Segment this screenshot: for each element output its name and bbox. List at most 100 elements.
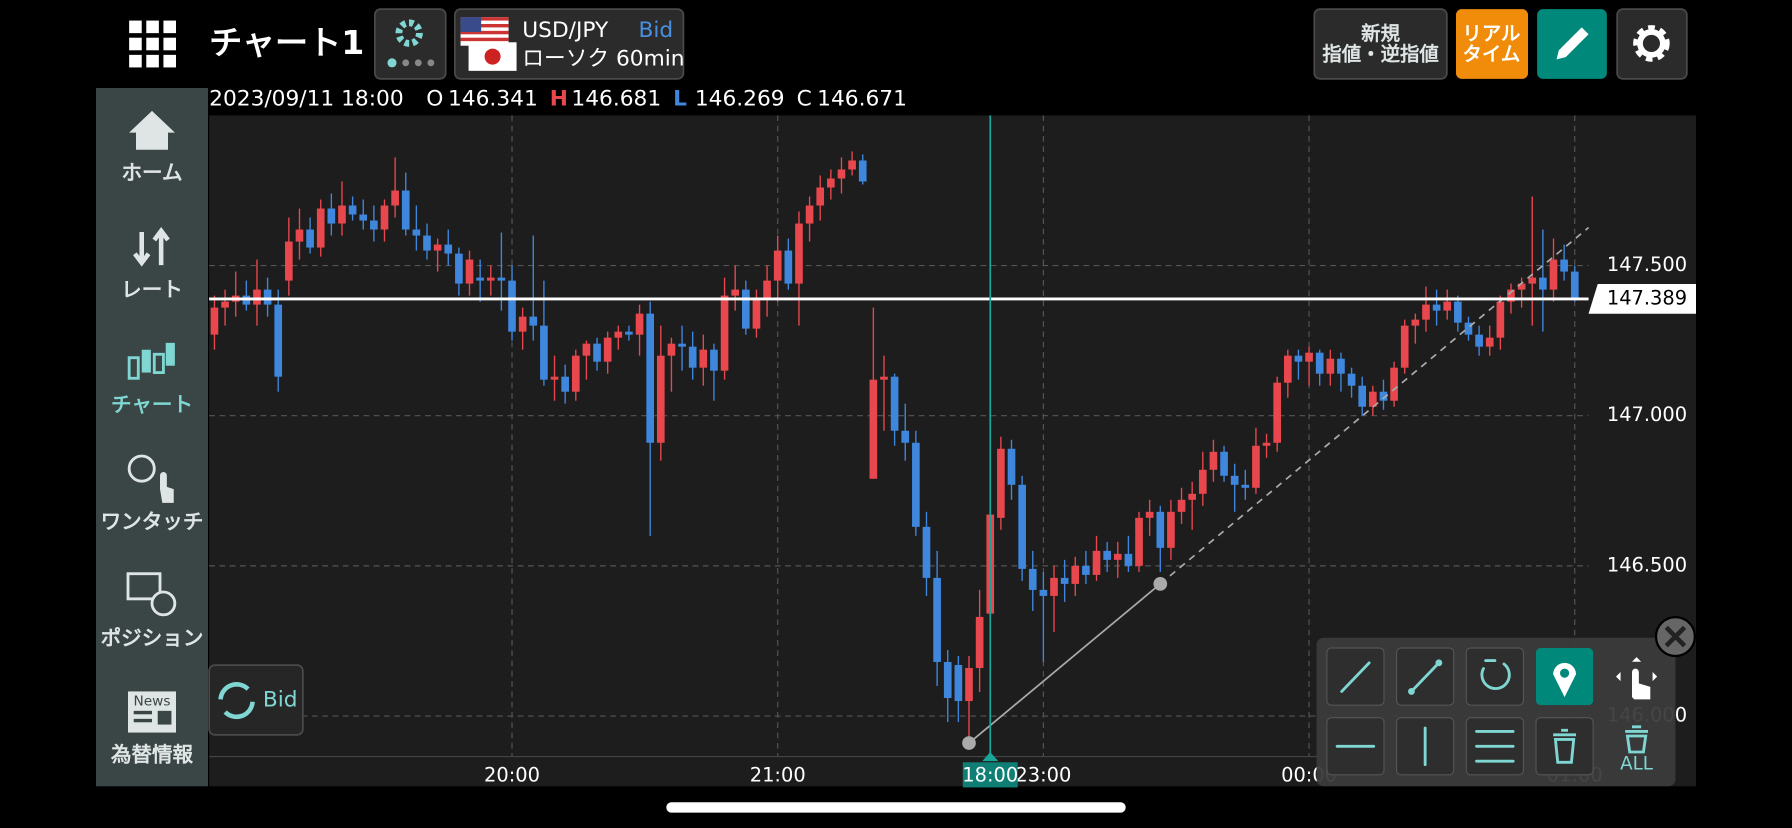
candle-body xyxy=(1379,391,1388,401)
candle-body xyxy=(1262,442,1271,446)
candle-body xyxy=(1273,382,1282,443)
tool-vertical[interactable] xyxy=(1396,717,1455,776)
candle-body xyxy=(1358,385,1367,407)
candle-body xyxy=(1528,277,1537,284)
menu-button[interactable] xyxy=(129,20,176,68)
candle-body xyxy=(348,205,357,215)
candle-body xyxy=(391,190,399,206)
nav-one-touch[interactable]: ワンタッチ xyxy=(101,454,204,533)
candle-body xyxy=(508,280,516,332)
x-tick-label: 21:00 xyxy=(750,764,806,787)
sidebar xyxy=(96,88,208,787)
x-tick-label: 20:00 xyxy=(484,764,540,787)
candle-body xyxy=(741,289,750,329)
draw-button[interactable] xyxy=(1537,9,1607,79)
bid-ask-toggle[interactable]: Bid xyxy=(208,664,304,736)
close-value: 146.671 xyxy=(817,86,907,111)
candle-body xyxy=(943,661,952,699)
candle-body xyxy=(837,169,846,179)
candle-body xyxy=(1209,451,1218,470)
candle-body xyxy=(1103,550,1111,560)
candle-body xyxy=(901,430,910,443)
candle-body xyxy=(688,346,697,368)
nav-home[interactable]: ホーム xyxy=(121,110,183,185)
candle-body xyxy=(827,178,835,188)
settings-button[interactable] xyxy=(1616,8,1688,80)
candle-body xyxy=(1283,355,1292,383)
candle-body xyxy=(965,667,973,702)
tool-delete-all[interactable]: ALL xyxy=(1620,725,1654,775)
candle-body xyxy=(540,325,548,380)
candle-body xyxy=(1124,553,1133,566)
candle-body xyxy=(1337,358,1345,374)
close-tools[interactable] xyxy=(1654,616,1696,658)
candle-body xyxy=(1422,304,1430,320)
nav-rate[interactable]: レート xyxy=(121,227,183,301)
candle-body xyxy=(1411,319,1420,326)
candle-body xyxy=(1294,355,1303,362)
candle-body xyxy=(1092,550,1101,575)
nav-position[interactable]: ポジション xyxy=(101,572,204,650)
candle-body xyxy=(1156,511,1165,548)
candle-body xyxy=(1039,589,1048,596)
realtime-button[interactable]: リアル タイム xyxy=(1456,9,1528,79)
button-label: タイム xyxy=(1463,42,1521,65)
candle-body xyxy=(1135,517,1143,566)
candle-body xyxy=(316,208,325,248)
candle-body xyxy=(1485,337,1494,347)
new-order-button[interactable]: 新規 指値・逆指値 xyxy=(1313,8,1448,80)
candle-body xyxy=(359,214,368,221)
candle-body xyxy=(890,376,899,431)
tool-magnet[interactable] xyxy=(1465,647,1524,706)
candle-body xyxy=(401,190,410,230)
candle-body xyxy=(795,223,803,284)
candle-body xyxy=(1167,511,1175,548)
candle-body xyxy=(1570,271,1579,299)
candle-body xyxy=(975,616,984,668)
tool-pan[interactable] xyxy=(1616,657,1658,700)
candle-body xyxy=(1507,289,1515,302)
candle-body xyxy=(1347,373,1356,386)
tool-pin[interactable] xyxy=(1536,648,1594,706)
symbol-button[interactable]: USD/JPY Bid ローソク 60min xyxy=(454,8,685,80)
candle-body xyxy=(370,220,378,230)
candle-body xyxy=(805,205,814,224)
candle-body xyxy=(1230,475,1239,485)
candle-body xyxy=(954,664,963,702)
candle-body xyxy=(444,244,453,254)
candle-body xyxy=(933,577,941,662)
candle-body xyxy=(1177,499,1186,512)
candle-body xyxy=(720,295,729,371)
nav-chart[interactable]: チャート xyxy=(111,342,193,417)
candle-body xyxy=(997,448,1005,518)
candle-body xyxy=(571,355,580,392)
candle-body xyxy=(922,526,931,578)
tool-horizontal[interactable] xyxy=(1326,717,1385,776)
candle-body xyxy=(518,316,527,332)
chart-settings-button[interactable] xyxy=(374,8,447,80)
candle-body xyxy=(1443,301,1452,311)
nav-news[interactable]: News 為替情報 xyxy=(111,691,194,766)
candle-body xyxy=(635,313,644,335)
candle-body xyxy=(1060,577,1069,584)
candle-body xyxy=(625,331,633,335)
tool-channel[interactable] xyxy=(1465,717,1524,776)
candle-body xyxy=(1549,259,1558,290)
tool-delete[interactable] xyxy=(1535,717,1594,776)
price-side: Bid xyxy=(638,18,673,43)
candle-body xyxy=(497,277,506,281)
tool-trendline[interactable] xyxy=(1326,647,1385,706)
drawing-tools: ALL xyxy=(1316,616,1696,787)
candle-body xyxy=(1326,358,1335,374)
candle-body xyxy=(1432,304,1441,311)
candle-body xyxy=(1560,259,1568,272)
chart-title: チャート1 xyxy=(209,23,364,62)
high-label: H xyxy=(550,86,568,111)
candle-body xyxy=(380,205,389,230)
candle-body xyxy=(1050,577,1058,596)
candle-body xyxy=(1113,553,1122,560)
candle-body xyxy=(295,229,304,242)
tool-segment[interactable] xyxy=(1396,647,1455,706)
trendline-anchor xyxy=(962,736,976,750)
